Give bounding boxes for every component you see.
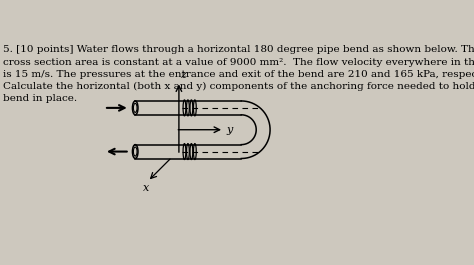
Ellipse shape <box>133 147 137 156</box>
Text: y: y <box>226 125 232 135</box>
Text: 5. [10 points] Water flows through a horizontal 180 degree pipe bend as shown be: 5. [10 points] Water flows through a hor… <box>3 46 474 103</box>
Ellipse shape <box>133 103 137 112</box>
Text: z: z <box>180 70 186 80</box>
Text: x: x <box>143 183 149 193</box>
